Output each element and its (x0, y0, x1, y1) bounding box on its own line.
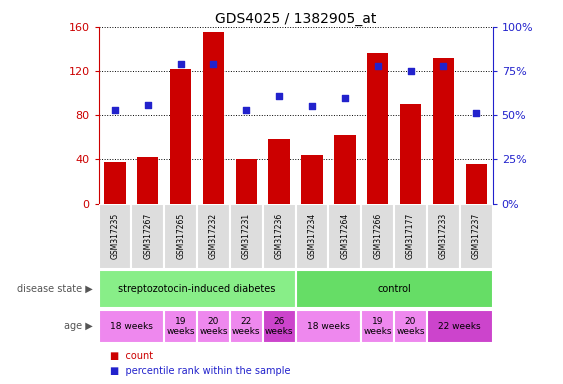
Point (406, 68, 415, 74)
Bar (328, 204, 361, 269)
Point (439, 63, 448, 69)
Bar (99, 204, 131, 269)
Bar (400, 104, 421, 204)
Bar (296, 310, 361, 343)
Bar (301, 155, 323, 204)
Bar (197, 204, 230, 269)
Bar (263, 310, 296, 343)
Text: 18 weeks: 18 weeks (110, 322, 153, 331)
Bar (361, 310, 394, 343)
Point (176, 61, 185, 67)
Text: disease state ▶: disease state ▶ (17, 284, 93, 294)
Bar (164, 204, 197, 269)
Text: 18 weeks: 18 weeks (307, 322, 350, 331)
Text: GSM317231: GSM317231 (242, 213, 251, 259)
Bar (170, 69, 191, 204)
Bar (263, 204, 296, 269)
Point (307, 103, 316, 109)
Text: 20
weeks: 20 weeks (396, 317, 425, 336)
Bar (296, 270, 493, 308)
Bar (361, 204, 394, 269)
Bar (269, 139, 290, 204)
Text: 26
weeks: 26 weeks (265, 317, 293, 336)
Bar (367, 53, 388, 204)
Bar (433, 58, 454, 204)
Text: GSM317237: GSM317237 (472, 213, 481, 259)
Bar (427, 310, 493, 343)
Text: 20
weeks: 20 weeks (199, 317, 227, 336)
Text: GSM317234: GSM317234 (307, 213, 316, 259)
Text: ■  percentile rank within the sample: ■ percentile rank within the sample (110, 366, 291, 376)
Text: GSM317266: GSM317266 (373, 213, 382, 259)
Bar (230, 204, 263, 269)
Bar (164, 310, 197, 343)
Text: GSM317265: GSM317265 (176, 213, 185, 259)
Text: ■  count: ■ count (110, 351, 153, 361)
Bar (203, 32, 224, 204)
Bar (131, 204, 164, 269)
Point (209, 61, 218, 67)
Text: GSM317235: GSM317235 (110, 213, 119, 259)
Point (143, 101, 152, 108)
Bar (466, 164, 487, 204)
Bar (104, 162, 126, 204)
Text: GSM317233: GSM317233 (439, 213, 448, 259)
Title: GDS4025 / 1382905_at: GDS4025 / 1382905_at (215, 12, 376, 26)
Point (275, 93, 284, 99)
Text: control: control (377, 284, 411, 294)
Text: GSM317236: GSM317236 (275, 213, 284, 259)
Text: 19
weeks: 19 weeks (364, 317, 392, 336)
Point (373, 63, 382, 69)
Point (110, 107, 119, 113)
Bar (427, 204, 460, 269)
Bar (197, 310, 230, 343)
Text: 22 weeks: 22 weeks (439, 322, 481, 331)
Point (242, 107, 251, 113)
Text: streptozotocin-induced diabetes: streptozotocin-induced diabetes (118, 284, 276, 294)
Text: GSM317267: GSM317267 (144, 213, 152, 259)
Bar (296, 204, 328, 269)
Text: 19
weeks: 19 weeks (167, 317, 195, 336)
Text: 22
weeks: 22 weeks (232, 317, 261, 336)
Bar (460, 204, 493, 269)
Bar (230, 310, 263, 343)
Text: age ▶: age ▶ (64, 321, 93, 331)
Text: GSM317177: GSM317177 (406, 213, 415, 259)
Bar (99, 270, 296, 308)
Bar (394, 310, 427, 343)
Bar (394, 204, 427, 269)
Text: GSM317264: GSM317264 (341, 213, 349, 259)
Bar (334, 135, 355, 204)
Text: GSM317232: GSM317232 (209, 213, 218, 259)
Point (472, 110, 481, 116)
Point (340, 94, 349, 101)
Bar (137, 157, 158, 204)
Bar (99, 310, 164, 343)
Bar (236, 159, 257, 204)
